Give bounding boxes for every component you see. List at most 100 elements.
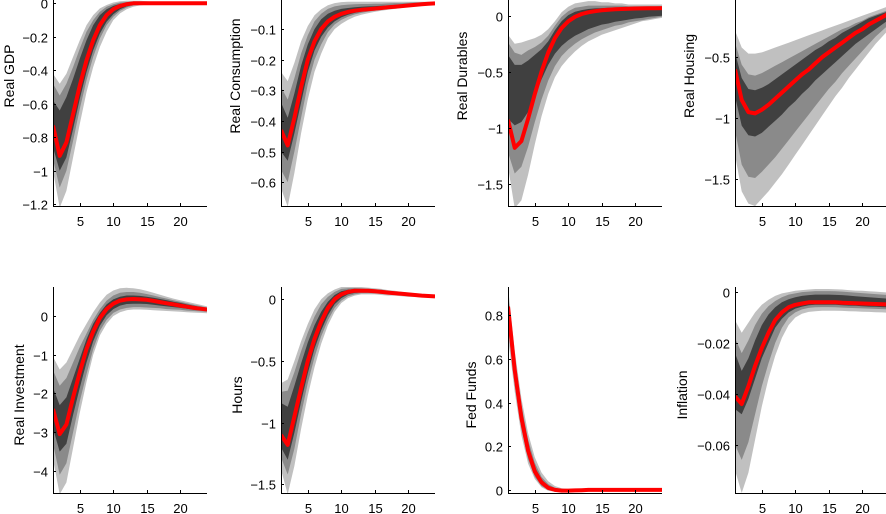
x-tick-label: 20 [401, 501, 415, 514]
y-tick-label: −0.4 [22, 64, 48, 79]
y-tick-label: −0.2 [250, 54, 276, 69]
x-tick-label: 15 [822, 501, 836, 514]
y-tick-label: −0.6 [22, 98, 48, 113]
plot-area [735, 289, 886, 493]
y-axis-label: Real Durables [454, 32, 470, 121]
y-tick-label: 0 [41, 0, 48, 12]
y-tick-label: −0.6 [250, 176, 276, 191]
y-tick-label: −1 [33, 349, 48, 364]
x-tick-label: 20 [401, 214, 415, 229]
band-middle [281, 2, 435, 183]
y-tick-label: −0.5 [250, 355, 276, 370]
plot-area [281, 1, 435, 206]
median-line [281, 288, 435, 447]
plot-area [735, 7, 886, 206]
y-tick-label: −3 [33, 426, 48, 441]
y-tick-label: −1 [715, 112, 730, 127]
y-tick-label: −0.2 [22, 31, 48, 46]
x-tick-label: 15 [595, 501, 609, 514]
y-tick-label: −1.2 [22, 198, 48, 213]
x-tick-label: 15 [140, 501, 154, 514]
x-tick-label: 20 [173, 501, 187, 514]
plot-area [53, 0, 207, 206]
panel-real-investment: 5 10 15 20 0 −1 −2 −3 −4 Real Investment [11, 287, 207, 514]
panel-fed-funds: 5 10 15 20 0 0.2 0.4 0.6 0.8 Fed Funds [463, 287, 662, 514]
band-outer [281, 1, 435, 206]
y-tick-label: −0.8 [22, 131, 48, 146]
median-line [735, 300, 886, 406]
x-tick-label: 20 [628, 214, 642, 229]
x-tick-label: 20 [855, 214, 869, 229]
x-tick-label: 20 [173, 214, 187, 229]
x-tick-label: 15 [822, 214, 836, 229]
y-tick-label: −2 [33, 387, 48, 402]
y-tick-label: −0.06 [697, 439, 730, 454]
plot-area [281, 287, 435, 493]
x-tick-label: 10 [561, 501, 575, 514]
y-axis-label: Inflation [674, 370, 690, 419]
median-line [508, 6, 662, 150]
y-tick-label: −1.5 [250, 478, 276, 493]
band-inner [281, 289, 435, 460]
x-tick-label: 10 [334, 501, 348, 514]
y-tick-label: −1.5 [704, 173, 730, 188]
panel-real-gdp: 5 10 15 20 0 −0.2 −0.4 −0.6 −0.8 −1 −1.2 Real GDP [1, 0, 207, 229]
y-tick-label: −0.3 [250, 84, 276, 99]
x-tick-label: 20 [855, 501, 869, 514]
y-tick-label: 0 [723, 286, 730, 301]
x-tick-label: 15 [368, 501, 382, 514]
y-tick-label: −1 [488, 122, 503, 137]
x-tick-label: 5 [532, 501, 539, 514]
plot-area [508, 287, 662, 493]
y-axis-label: Real Investment [11, 344, 27, 445]
median-line [281, 1, 435, 148]
y-tick-label: −0.5 [250, 146, 276, 161]
x-tick-label: 5 [532, 214, 539, 229]
x-tick-label: 5 [759, 214, 766, 229]
median-line [508, 306, 662, 493]
y-tick-label: −0.5 [477, 66, 503, 81]
y-axis-label: Real Consumption [227, 18, 243, 133]
panel-inflation: 5 10 15 20 0 −0.02 −0.04 −0.06 Inflation [674, 286, 886, 514]
band-inner [53, 2, 207, 171]
y-tick-label: 0.8 [485, 309, 503, 324]
y-tick-label: −4 [33, 465, 48, 480]
x-tick-label: 10 [106, 214, 120, 229]
x-tick-label: 10 [788, 501, 802, 514]
plot-area [53, 287, 207, 493]
median-line [53, 297, 207, 437]
x-tick-label: 15 [140, 214, 154, 229]
panel-hours: 5 10 15 20 0 −0.5 −1 −1.5 Hours [229, 287, 435, 514]
median-line [735, 12, 886, 116]
x-tick-label: 15 [595, 214, 609, 229]
y-axis-label: Hours [229, 376, 245, 413]
y-tick-label: 0 [269, 293, 276, 308]
panel-real-housing: 5 10 15 20 −0.5 −1 −1.5 Real Housing [681, 0, 886, 229]
y-tick-label: 0 [41, 310, 48, 325]
x-tick-label: 15 [368, 214, 382, 229]
x-tick-label: 5 [305, 501, 312, 514]
plot-area [508, 1, 662, 206]
y-tick-label: −0.1 [250, 23, 276, 38]
y-tick-label: −1 [33, 165, 48, 180]
y-tick-label: 0 [496, 484, 503, 499]
band-middle [735, 10, 886, 178]
x-tick-label: 10 [106, 501, 120, 514]
y-tick-label: −0.04 [697, 388, 730, 403]
y-axis-label: Real GDP [1, 44, 17, 107]
y-axis-label: Fed Funds [463, 362, 479, 429]
y-tick-label: −1.5 [477, 178, 503, 193]
y-tick-label: −0.4 [250, 115, 276, 130]
x-tick-label: 10 [788, 214, 802, 229]
x-tick-label: 10 [334, 214, 348, 229]
band-inner [508, 7, 662, 126]
y-tick-label: −0.5 [704, 51, 730, 66]
panel-real-consumption: 5 10 15 20 −0.1 −0.2 −0.3 −0.4 −0.5 −0.6 Real Cons… [227, 0, 435, 229]
y-tick-label: −1 [261, 417, 276, 432]
y-tick-label: 0.4 [485, 397, 503, 412]
y-axis-label: Real Housing [681, 34, 697, 118]
x-tick-label: 5 [77, 501, 84, 514]
x-tick-label: 5 [305, 214, 312, 229]
y-tick-label: 0.6 [485, 353, 503, 368]
